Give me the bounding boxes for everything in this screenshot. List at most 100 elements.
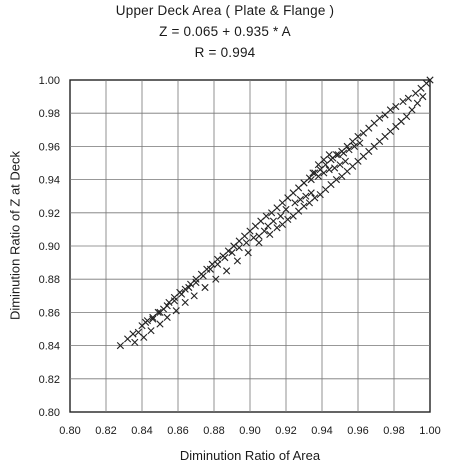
data-point <box>354 132 362 141</box>
data-point <box>149 313 157 321</box>
data-point <box>142 318 150 326</box>
data-point <box>156 320 164 328</box>
data-point <box>172 307 180 315</box>
data-point <box>185 283 193 292</box>
x-tick-label: 1.00 <box>419 425 440 437</box>
data-point <box>376 114 384 122</box>
grid <box>69 79 431 413</box>
data-point <box>300 202 308 210</box>
data-point <box>282 205 290 214</box>
data-point <box>129 330 137 338</box>
data-point <box>345 146 353 154</box>
y-tick-label: 0.94 <box>39 175 60 187</box>
data-point <box>250 234 258 242</box>
y-tick-label: 0.88 <box>39 274 60 286</box>
data-point <box>262 212 270 220</box>
data-point <box>332 176 340 184</box>
data-point <box>314 172 322 180</box>
data-point <box>242 239 250 247</box>
data-point <box>302 192 310 200</box>
y-tick-label: 0.98 <box>39 108 60 120</box>
data-point <box>212 275 220 283</box>
data-point <box>192 278 200 287</box>
data-point <box>413 99 421 107</box>
data-point <box>284 215 292 224</box>
data-point <box>147 327 155 335</box>
data-point <box>356 139 364 147</box>
data-point <box>116 342 124 350</box>
x-tick-label: 0.92 <box>275 425 296 437</box>
data-point <box>199 272 207 280</box>
data-point <box>163 302 171 310</box>
data-point <box>408 106 416 114</box>
data-point <box>419 93 427 101</box>
x-tick-label: 0.88 <box>203 425 224 437</box>
x-tick-label: 0.80 <box>59 425 80 437</box>
data-point <box>149 315 157 323</box>
y-axis-label: Diminution Ratio of Z at Deck <box>7 150 23 321</box>
data-point <box>350 142 358 150</box>
y-tick-label: 0.80 <box>39 407 60 419</box>
data-point <box>235 244 243 252</box>
data-point <box>221 254 229 262</box>
y-tick-label: 0.92 <box>39 208 60 220</box>
data-point <box>320 169 328 177</box>
y-tick-label: 1.00 <box>39 75 60 87</box>
x-tick-label: 0.90 <box>239 425 260 437</box>
x-tick-label: 0.86 <box>167 425 188 437</box>
data-point <box>223 267 231 275</box>
data-point <box>163 313 171 321</box>
x-tick-label: 0.84 <box>131 425 152 437</box>
data-point <box>233 257 241 265</box>
data-point <box>309 169 317 177</box>
data-point <box>300 179 308 187</box>
y-tick-label: 0.84 <box>39 341 60 353</box>
data-point <box>201 283 209 292</box>
data-point <box>181 298 189 307</box>
data-point <box>426 76 434 84</box>
data-point <box>307 176 315 184</box>
data-point <box>156 308 164 316</box>
data-point <box>214 260 222 268</box>
data-point <box>296 195 304 204</box>
data-point <box>206 265 214 273</box>
data-point <box>311 194 319 202</box>
data-point <box>334 151 342 159</box>
data-point <box>325 166 333 174</box>
x-axis-label: Diminution Ratio of Area <box>179 448 321 463</box>
y-tick-label: 0.96 <box>39 141 60 153</box>
x-tick-label: 0.82 <box>95 425 116 437</box>
data-point <box>341 157 349 165</box>
chart-title: Upper Deck Area ( Plate & Flange ) <box>115 3 335 18</box>
data-point <box>190 292 198 300</box>
data-point <box>264 222 272 230</box>
data-point <box>404 94 412 102</box>
data-points <box>116 76 434 350</box>
data-point <box>399 97 407 106</box>
data-point <box>255 232 263 240</box>
x-tick-label: 0.96 <box>347 425 368 437</box>
data-point <box>340 149 348 157</box>
data-point <box>266 230 274 238</box>
data-point <box>131 338 139 346</box>
data-point <box>331 164 339 172</box>
data-point <box>178 290 186 298</box>
y-tick-label: 0.82 <box>39 374 60 386</box>
data-point <box>228 249 236 257</box>
y-tick-label: 0.90 <box>39 241 60 253</box>
data-point <box>307 189 315 197</box>
chart-equation: Z = 0.065 + 0.935 * A <box>159 24 291 39</box>
data-point <box>273 224 281 232</box>
x-tick-label: 0.98 <box>383 425 404 437</box>
data-point <box>325 151 333 159</box>
x-tick-label: 0.94 <box>311 425 332 437</box>
data-point <box>244 249 252 257</box>
data-point <box>277 212 285 220</box>
data-point <box>386 106 394 114</box>
data-point <box>403 112 411 121</box>
data-point <box>336 161 344 169</box>
data-point <box>140 333 148 341</box>
y-tick-label: 0.86 <box>39 307 60 319</box>
